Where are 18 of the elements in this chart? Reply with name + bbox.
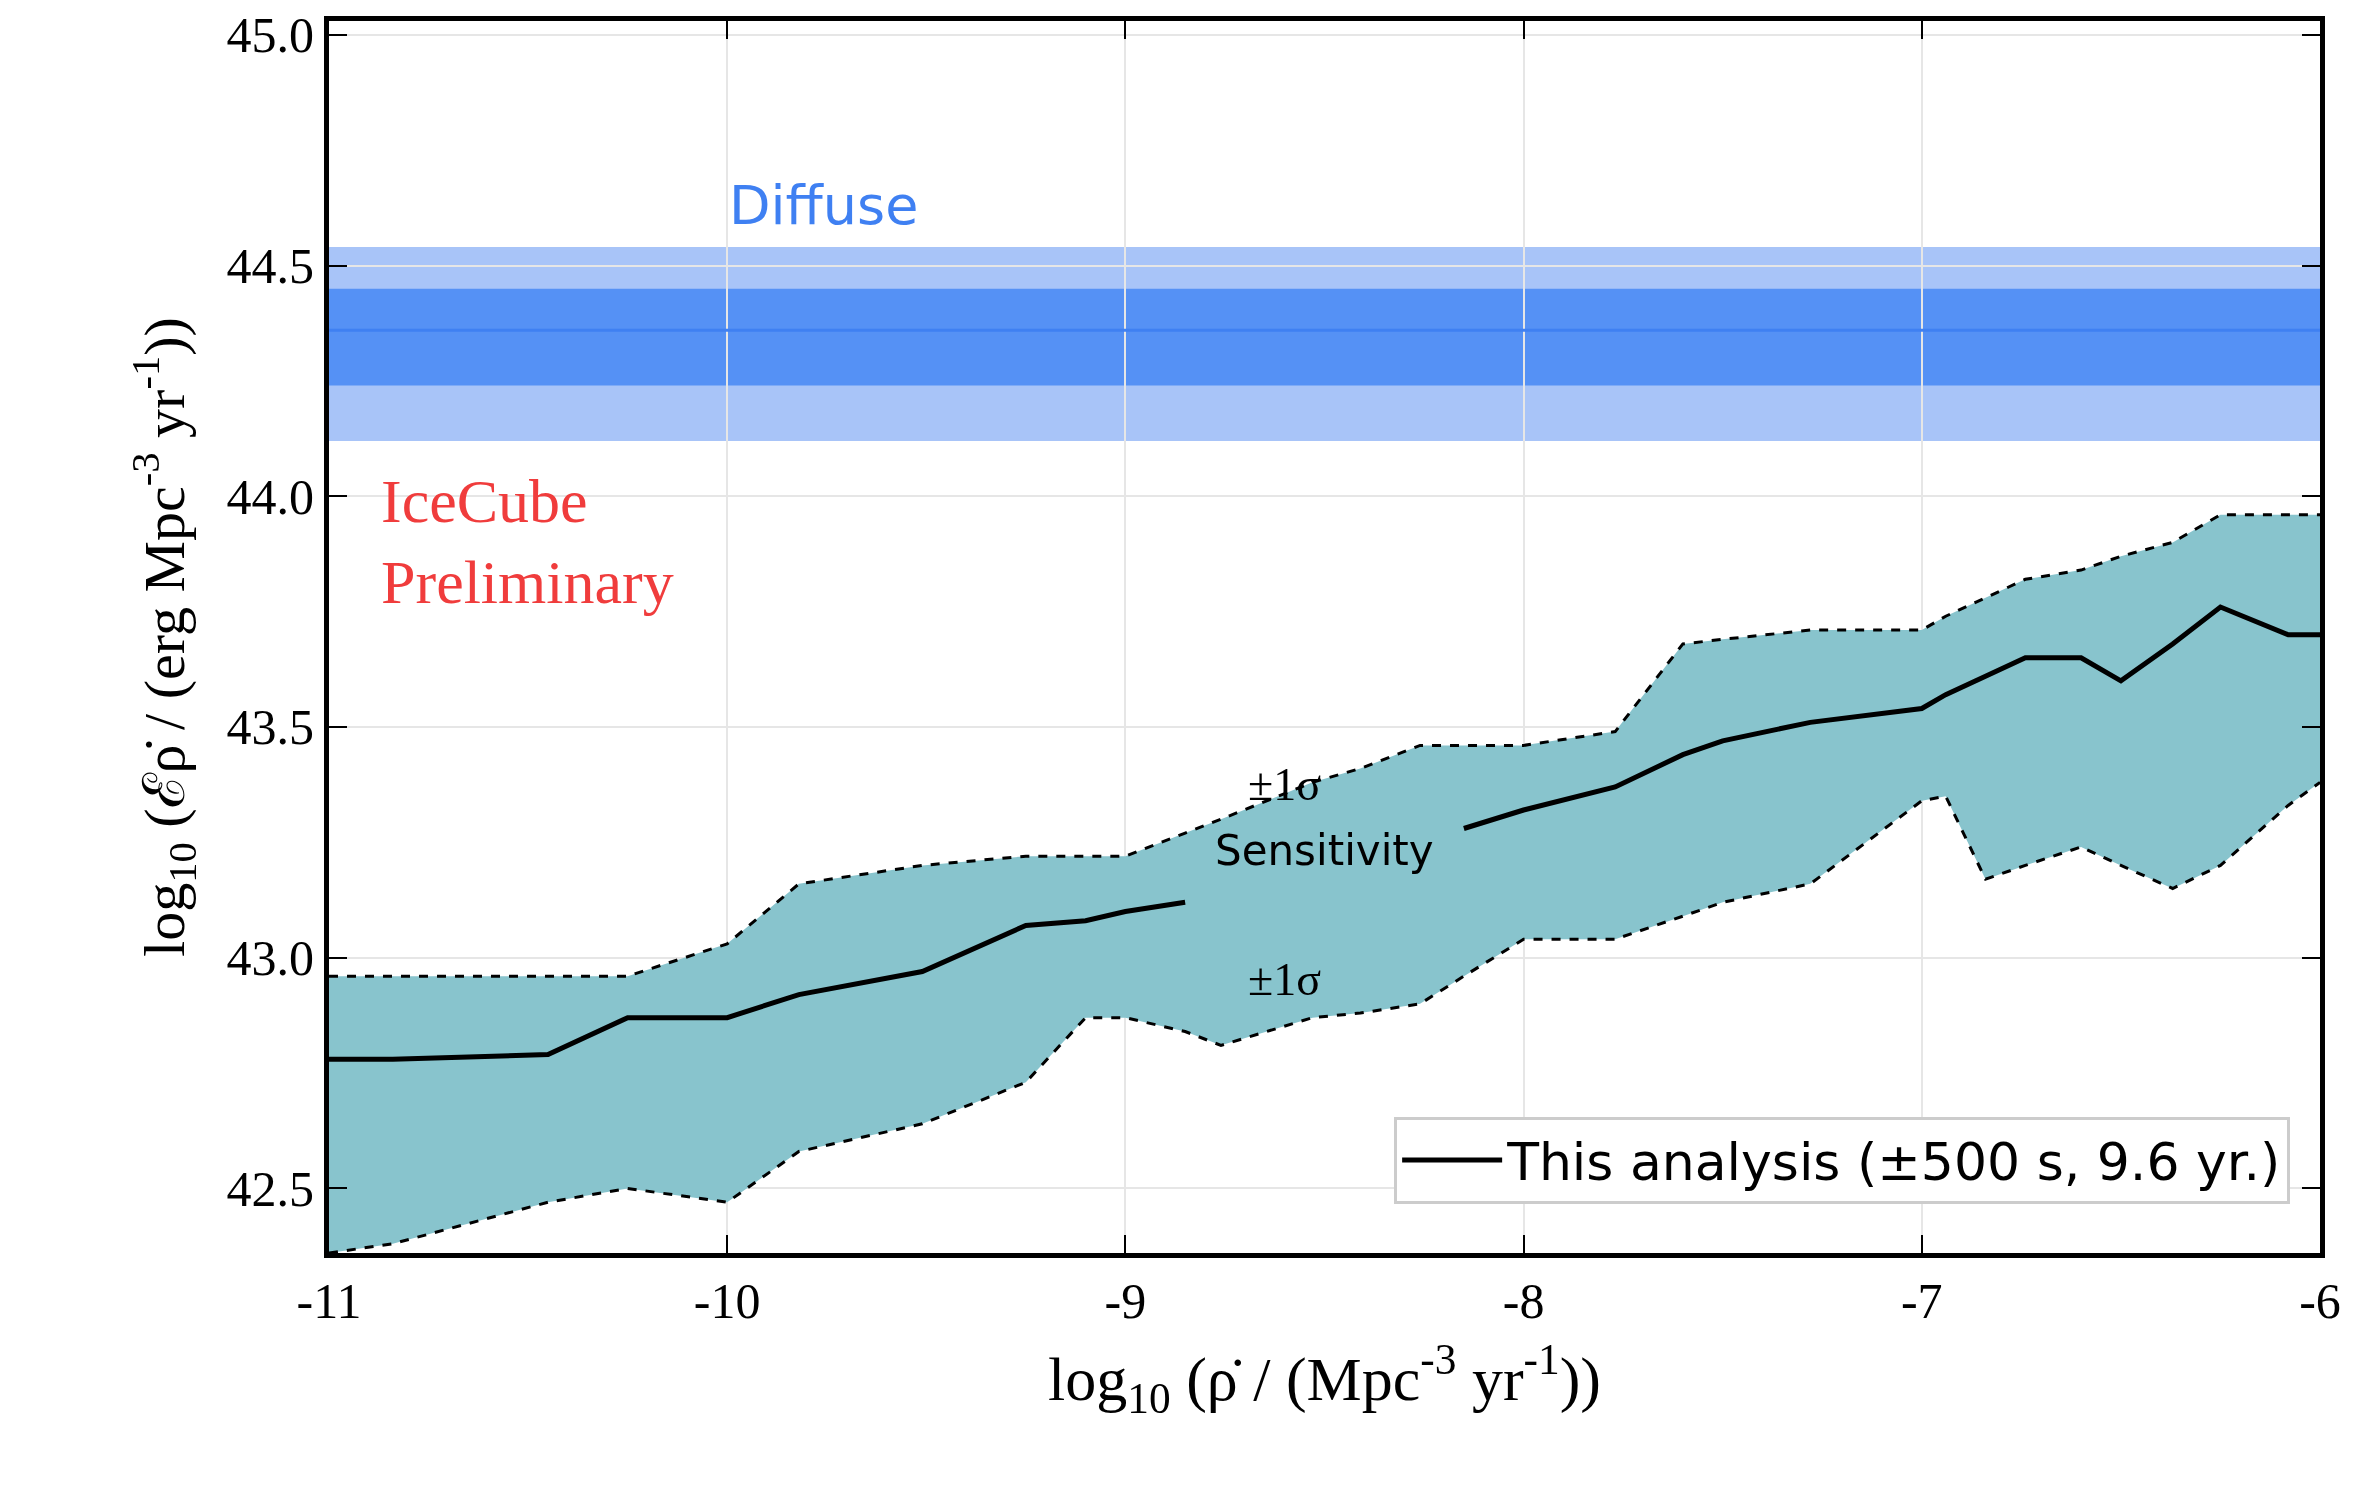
y-tick-label: 44.0 bbox=[226, 468, 314, 525]
x-tick-label: -11 bbox=[296, 1273, 362, 1329]
ref-line-label: Diffuse bbox=[729, 174, 919, 237]
y-tick-label: 42.5 bbox=[226, 1160, 314, 1217]
annotation: IceCube Preliminary bbox=[381, 467, 674, 616]
x-tick-label: -6 bbox=[2299, 1273, 2341, 1329]
x-tick-label: -7 bbox=[1900, 1273, 1943, 1329]
y-tick-label: 45.0 bbox=[226, 7, 314, 64]
y-tick-label: 43.5 bbox=[226, 699, 314, 756]
annotation: Sensitivity bbox=[1215, 826, 1434, 875]
x-axis-title: log$_{10}$ (ρ̇ / (Mpc$^{-3}$ yr$^{-1}$)) bbox=[1048, 1334, 1601, 1422]
x-tick-label: -9 bbox=[1104, 1273, 1147, 1329]
x-tick-label: -10 bbox=[693, 1273, 761, 1329]
y-tick-label: 43.0 bbox=[226, 930, 314, 987]
legend-label: This analysis (±500 s, 9.6 yr.) bbox=[1506, 1132, 2281, 1193]
annotation: ±1σ bbox=[1248, 954, 1322, 1005]
y-tick-label: 44.5 bbox=[226, 238, 314, 295]
x-tick-label: -8 bbox=[1502, 1273, 1545, 1329]
